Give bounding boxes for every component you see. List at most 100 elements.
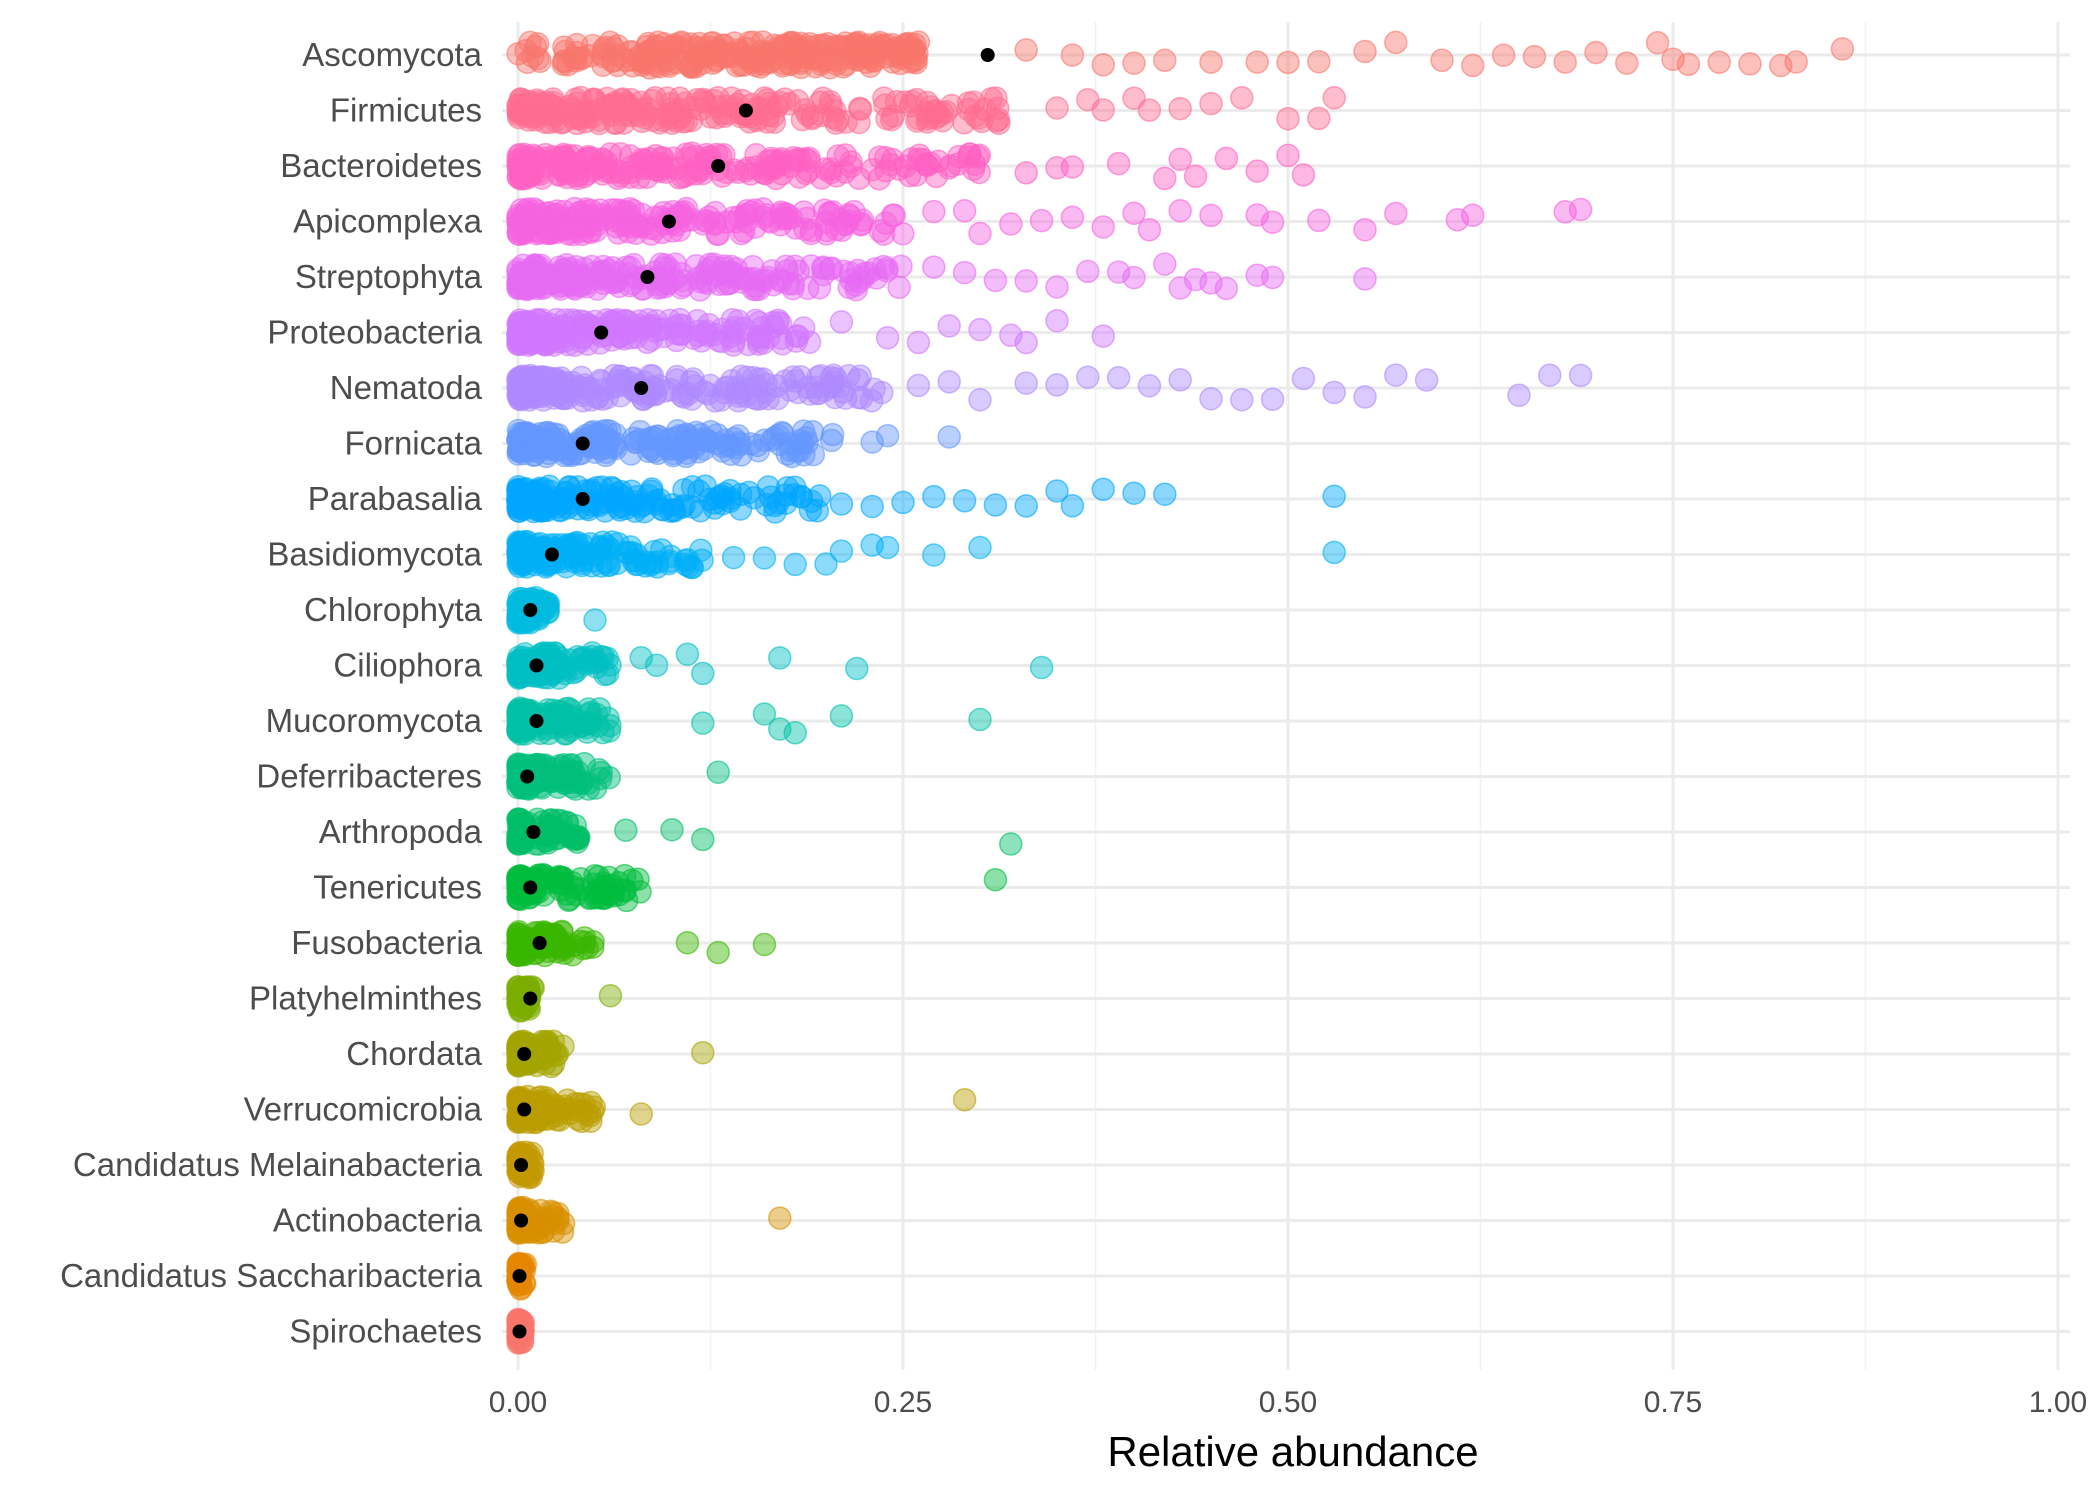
category-label: Spirochaetes	[289, 1313, 482, 1350]
outlier-point	[1353, 267, 1377, 291]
data-point	[728, 432, 752, 457]
data-point	[551, 217, 575, 241]
outlier-point	[1060, 494, 1085, 518]
data-point	[718, 271, 742, 295]
outlier-point	[1091, 98, 1115, 122]
outlier-point	[922, 199, 946, 224]
data-point	[898, 94, 923, 118]
data-point	[555, 810, 579, 835]
data-point	[867, 167, 891, 191]
data-point	[575, 720, 600, 744]
outlier-point	[968, 535, 992, 560]
outlier-point	[721, 545, 746, 570]
outlier-point	[999, 832, 1023, 856]
category-label: Tenericutes	[313, 869, 482, 906]
data-point	[797, 31, 822, 56]
category-label: Nematoda	[330, 369, 483, 406]
outlier-point	[829, 492, 854, 516]
outlier-point	[675, 642, 700, 666]
outlier-point	[1168, 368, 1192, 392]
data-point	[754, 203, 778, 227]
data-point	[619, 87, 643, 112]
outlier-point	[1214, 276, 1239, 301]
outlier-point	[1076, 365, 1100, 389]
data-point	[857, 45, 882, 69]
outlier-point	[1199, 203, 1223, 228]
category-label: Fusobacteria	[291, 924, 482, 961]
outlier-point	[1168, 96, 1192, 121]
data-point	[573, 100, 597, 124]
outlier-point	[1091, 215, 1115, 239]
outlier-point	[1769, 53, 1793, 78]
category-label: Chlorophyta	[304, 591, 483, 628]
data-point	[848, 364, 872, 388]
mean-point	[575, 492, 590, 506]
data-point	[952, 111, 976, 135]
outlier-point	[1230, 86, 1254, 110]
data-point	[801, 46, 825, 71]
data-point	[771, 51, 795, 76]
outlier-point	[922, 543, 946, 567]
mean-point	[575, 436, 590, 451]
outlier-point	[1353, 39, 1377, 64]
mean-point	[529, 658, 544, 673]
outlier-point	[1060, 155, 1085, 179]
data-point	[550, 865, 574, 890]
data-point	[581, 935, 605, 959]
data-point	[831, 55, 855, 79]
outlier-point	[968, 221, 992, 246]
mean-point	[532, 936, 547, 950]
mean-point	[517, 1102, 532, 1117]
data-point	[808, 90, 833, 114]
data-point	[760, 259, 784, 283]
data-point	[608, 498, 632, 522]
data-point	[772, 87, 797, 111]
outlier-point	[1353, 385, 1377, 409]
outlier-point	[1168, 147, 1192, 172]
data-point	[544, 766, 569, 790]
outlier-point	[937, 314, 961, 338]
outlier-point	[1260, 210, 1285, 234]
data-point	[518, 363, 543, 388]
x-tick-label: 0.25	[874, 1386, 932, 1419]
data-point	[557, 94, 582, 118]
outlier-point	[952, 199, 977, 223]
outlier-point	[1553, 50, 1577, 74]
category-label: Candidatus Saccharibacteria	[60, 1257, 483, 1294]
mean-point	[523, 603, 538, 617]
data-point	[754, 372, 779, 397]
category-label: Streptophyta	[295, 258, 483, 295]
data-point	[587, 108, 611, 132]
data-point	[875, 106, 899, 131]
data-point	[679, 555, 704, 580]
mean-point	[517, 1047, 532, 1061]
outlier-point	[1676, 52, 1701, 77]
data-point	[701, 30, 725, 55]
category-label: Arthropoda	[319, 813, 483, 850]
outlier-point	[598, 983, 623, 1008]
outlier-point	[1430, 48, 1454, 73]
data-point	[567, 106, 591, 131]
outlier-point	[1199, 386, 1223, 411]
data-point	[547, 330, 572, 354]
data-point	[580, 146, 604, 170]
outlier-point	[1014, 38, 1038, 62]
data-point	[556, 888, 581, 913]
outlier-point	[1137, 374, 1162, 398]
outlier-point	[906, 330, 931, 355]
outlier-point	[952, 1087, 977, 1112]
data-point	[847, 166, 871, 191]
data-point	[564, 265, 588, 289]
category-label: Ciliophora	[333, 647, 482, 684]
data-point	[747, 325, 771, 350]
data-point	[924, 105, 948, 130]
data-point	[868, 219, 892, 243]
outlier-point	[768, 1206, 792, 1230]
data-point	[577, 886, 602, 911]
data-point	[820, 422, 845, 447]
category-label: Firmicutes	[330, 92, 482, 129]
outlier-point	[1060, 205, 1085, 230]
outlier-point	[1045, 275, 1069, 299]
outlier-point	[1091, 53, 1115, 77]
data-point	[691, 87, 715, 112]
